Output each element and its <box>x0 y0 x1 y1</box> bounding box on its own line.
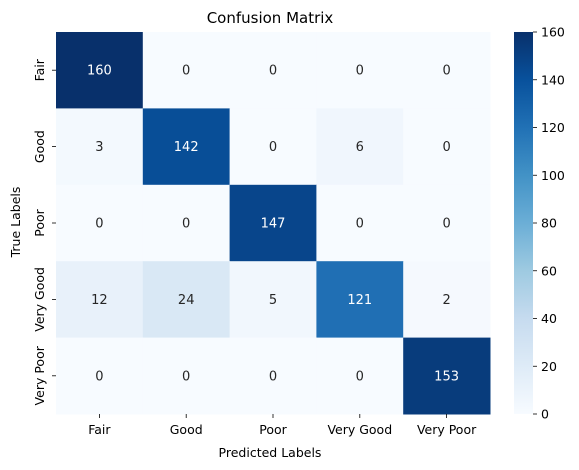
x-axis-label: Predicted Labels <box>219 445 322 460</box>
heatmap-cell-r4-c3 <box>316 337 404 415</box>
x-tick-label-4: Very Poor <box>417 422 477 437</box>
heatmap-cell-r2-c4 <box>403 184 491 262</box>
heatmap-cell-r4-c1 <box>142 337 231 415</box>
heatmap-cell-value-r2-c3: 0 <box>356 217 364 232</box>
heatmap-cell-value-r3-c2: 5 <box>269 293 277 308</box>
heatmap-cell-value-r4-c3: 0 <box>356 369 364 384</box>
heatmap-cell-r2-c2 <box>229 184 317 262</box>
heatmap-cell-r2-c0 <box>56 184 144 262</box>
heatmap-cell-value-r4-c2: 0 <box>269 369 277 384</box>
heatmap-cell-value-r2-c4: 0 <box>442 217 450 232</box>
heatmap-cell-value-r1-c0: 3 <box>95 140 103 155</box>
heatmap-cell-r0-c2 <box>229 32 317 109</box>
heatmap-cell-r4-c0 <box>56 337 144 415</box>
colorbar: 0 20 40 60 80 100 120 140 160 <box>514 25 565 422</box>
heatmap-cell-value-r2-c0: 0 <box>95 217 103 232</box>
heatmap-cell-value-r3-c4: 2 <box>442 293 450 308</box>
heatmap-cell-r3-c3 <box>316 261 404 339</box>
heatmap-value-labels: 160 0 0 0 0 3 142 0 6 0 0 0 147 0 0 12 24 5 121 2 0 0 0 0 153 <box>87 64 459 385</box>
x-axis-ticks: Fair Good Poor Very Good Very Poor <box>88 414 477 437</box>
colorbar-tick-label-4: 80 <box>541 216 557 231</box>
heatmap-cell-value-r0-c3: 0 <box>356 64 364 79</box>
heatmap-cell-value-r3-c3: 121 <box>347 293 372 308</box>
heatmap-cell-value-r3-c0: 12 <box>91 293 108 308</box>
heatmap-cell-r0-c0 <box>56 32 144 109</box>
y-tick-label-1: Good <box>32 130 47 163</box>
heatmap-cell-value-r0-c0: 160 <box>87 64 112 79</box>
colorbar-tick-label-8: 160 <box>541 25 565 40</box>
heatmap-cell-value-r3-c1: 24 <box>178 293 195 308</box>
heatmap-cell-value-r1-c3: 6 <box>356 140 364 155</box>
heatmap-cell-value-r2-c1: 0 <box>182 217 190 232</box>
colorbar-tick-label-2: 40 <box>541 311 557 326</box>
heatmap-cell-r2-c3 <box>316 184 404 262</box>
heatmap-cell-r3-c1 <box>142 261 231 339</box>
heatmap-cell-r3-c2 <box>229 261 317 339</box>
colorbar-tick-label-7: 140 <box>541 72 565 87</box>
heatmap-cell-r4-c2 <box>229 337 317 415</box>
y-tick-label-0: Fair <box>32 58 47 81</box>
heatmap-cell-value-r1-c4: 0 <box>442 140 450 155</box>
colorbar-tick-label-0: 0 <box>541 407 549 422</box>
x-tick-label-2: Poor <box>259 422 287 437</box>
heatmap-cell-r4-c4 <box>403 337 491 415</box>
colorbar-gradient <box>514 32 533 414</box>
heatmap-cell-r3-c4 <box>403 261 491 339</box>
heatmap-grid <box>56 32 491 415</box>
heatmap-cell-value-r4-c0: 0 <box>95 369 103 384</box>
heatmap-cell-r0-c4 <box>403 32 491 109</box>
heatmap-cell-value-r4-c1: 0 <box>182 369 190 384</box>
y-axis-label: True Labels <box>8 187 23 259</box>
colorbar-tick-label-5: 100 <box>541 168 565 183</box>
heatmap-cell-r2-c1 <box>142 184 231 262</box>
colorbar-tick-label-3: 60 <box>541 263 557 278</box>
heatmap-cell-value-r0-c4: 0 <box>442 64 450 79</box>
y-axis-ticks: Fair Good Poor Very Good Very Poor <box>32 58 56 405</box>
heatmap-cell-value-r2-c2: 147 <box>261 217 286 232</box>
x-tick-label-3: Very Good <box>327 422 392 437</box>
heatmap-cell-r0-c1 <box>142 32 231 109</box>
heatmap-cell-value-r1-c1: 142 <box>174 140 199 155</box>
y-tick-label-4: Very Poor <box>32 345 47 405</box>
heatmap-cell-value-r1-c2: 0 <box>269 140 277 155</box>
heatmap-cell-r1-c0 <box>56 108 144 186</box>
heatmap-cell-r1-c4 <box>403 108 491 186</box>
chart-title: Confusion Matrix <box>207 9 334 27</box>
colorbar-tick-label-6: 120 <box>541 120 565 135</box>
x-tick-label-0: Fair <box>88 422 111 437</box>
heatmap-cell-value-r0-c2: 0 <box>269 64 277 79</box>
heatmap-cell-r0-c3 <box>316 32 404 109</box>
heatmap-cell-r3-c0 <box>56 261 144 339</box>
heatmap-cell-value-r0-c1: 0 <box>182 64 190 79</box>
x-tick-label-1: Good <box>170 422 203 437</box>
heatmap-cell-r1-c1 <box>142 108 231 186</box>
heatmap-cell-value-r4-c4: 153 <box>434 369 459 384</box>
heatmap-cell-r1-c2 <box>229 108 317 186</box>
colorbar-tick-label-1: 20 <box>541 359 557 374</box>
heatmap-cell-r1-c3 <box>316 108 404 186</box>
y-tick-label-2: Poor <box>32 208 47 236</box>
y-tick-label-3: Very Good <box>32 267 47 332</box>
